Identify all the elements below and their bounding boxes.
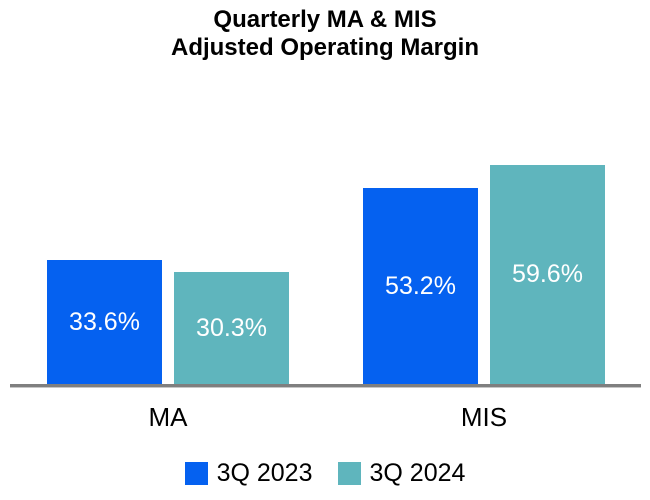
legend-item-3q-2023: 3Q 2023 [184, 459, 313, 488]
chart-title: Quarterly MA & MIS Adjusted Operating Ma… [0, 6, 650, 62]
chart-title-line-2: Adjusted Operating Margin [170, 34, 479, 61]
legend-label-3q-2024: 3Q 2024 [369, 459, 466, 487]
legend-swatch-3q-2024 [337, 462, 361, 485]
bar-value-label-ma-3q-2024: 30.3% [196, 313, 267, 342]
legend-swatch-3q-2023 [184, 462, 208, 485]
bar-ma-3q-2023: 33.6% [47, 260, 162, 384]
legend: 3Q 2023 3Q 2024 [0, 459, 650, 488]
bar-mis-3q-2024: 59.6% [490, 165, 605, 384]
category-label-mis: MIS [460, 402, 508, 432]
bar-mis-3q-2023: 53.2% [363, 188, 478, 384]
chart-title-line-1: Quarterly MA & MIS [213, 6, 437, 33]
category-label-ma: MA [148, 402, 188, 432]
bar-value-label-ma-3q-2023: 33.6% [69, 307, 140, 336]
bar-value-label-mis-3q-2024: 59.6% [512, 260, 583, 288]
legend-label-3q-2023: 3Q 2023 [216, 459, 313, 487]
x-axis-line [10, 384, 641, 388]
legend-item-3q-2024: 3Q 2024 [337, 459, 466, 488]
bar-ma-3q-2024: 30.3% [174, 272, 289, 384]
bar-value-label-mis-3q-2023: 53.2% [385, 271, 456, 300]
